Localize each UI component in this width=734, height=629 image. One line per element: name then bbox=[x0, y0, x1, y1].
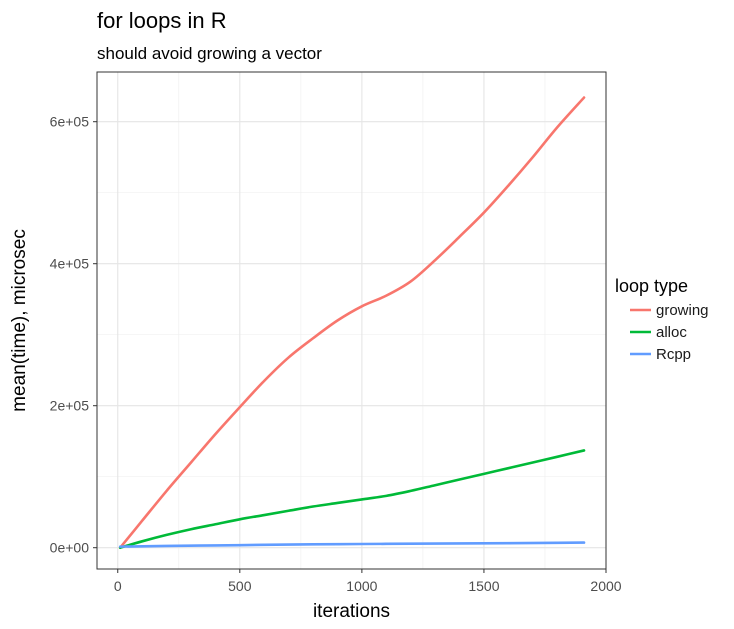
legend-items: growing alloc Rcpp bbox=[630, 302, 709, 363]
legend-label-rcpp: Rcpp bbox=[656, 346, 691, 363]
series-line-growing bbox=[118, 96, 586, 549]
plot-panel-border bbox=[96, 71, 607, 570]
series-lines bbox=[118, 96, 586, 549]
series-line-alloc bbox=[118, 449, 586, 549]
y-tick-label-3: 6e+05 bbox=[50, 114, 90, 130]
x-tick-label-0: 0 bbox=[114, 578, 122, 594]
legend: loop type growing alloc Rcpp bbox=[615, 276, 709, 363]
chart-subtitle: should avoid growing a vector bbox=[97, 44, 322, 63]
y-tick-label-2: 4e+05 bbox=[50, 256, 90, 272]
series-line-rcpp bbox=[118, 541, 586, 548]
x-axis-title: iterations bbox=[313, 601, 390, 622]
y-tick-label-1: 2e+05 bbox=[50, 398, 90, 414]
legend-label-alloc: alloc bbox=[656, 324, 687, 341]
y-axis-title: mean(time), microsec bbox=[9, 229, 30, 412]
legend-title: loop type bbox=[615, 276, 688, 296]
axes: 0 500 1000 1500 2000 0e+00 2e+05 4e+05 6e+05 bbox=[50, 114, 622, 594]
chart-title: for loops in R bbox=[97, 8, 227, 33]
y-tick-label-0: 0e+00 bbox=[50, 540, 90, 556]
legend-label-growing: growing bbox=[656, 302, 709, 319]
x-tick-label-4: 2000 bbox=[590, 578, 621, 594]
x-tick-label-1: 500 bbox=[228, 578, 252, 594]
x-tick-label-2: 1000 bbox=[346, 578, 377, 594]
x-tick-label-3: 1500 bbox=[468, 578, 499, 594]
